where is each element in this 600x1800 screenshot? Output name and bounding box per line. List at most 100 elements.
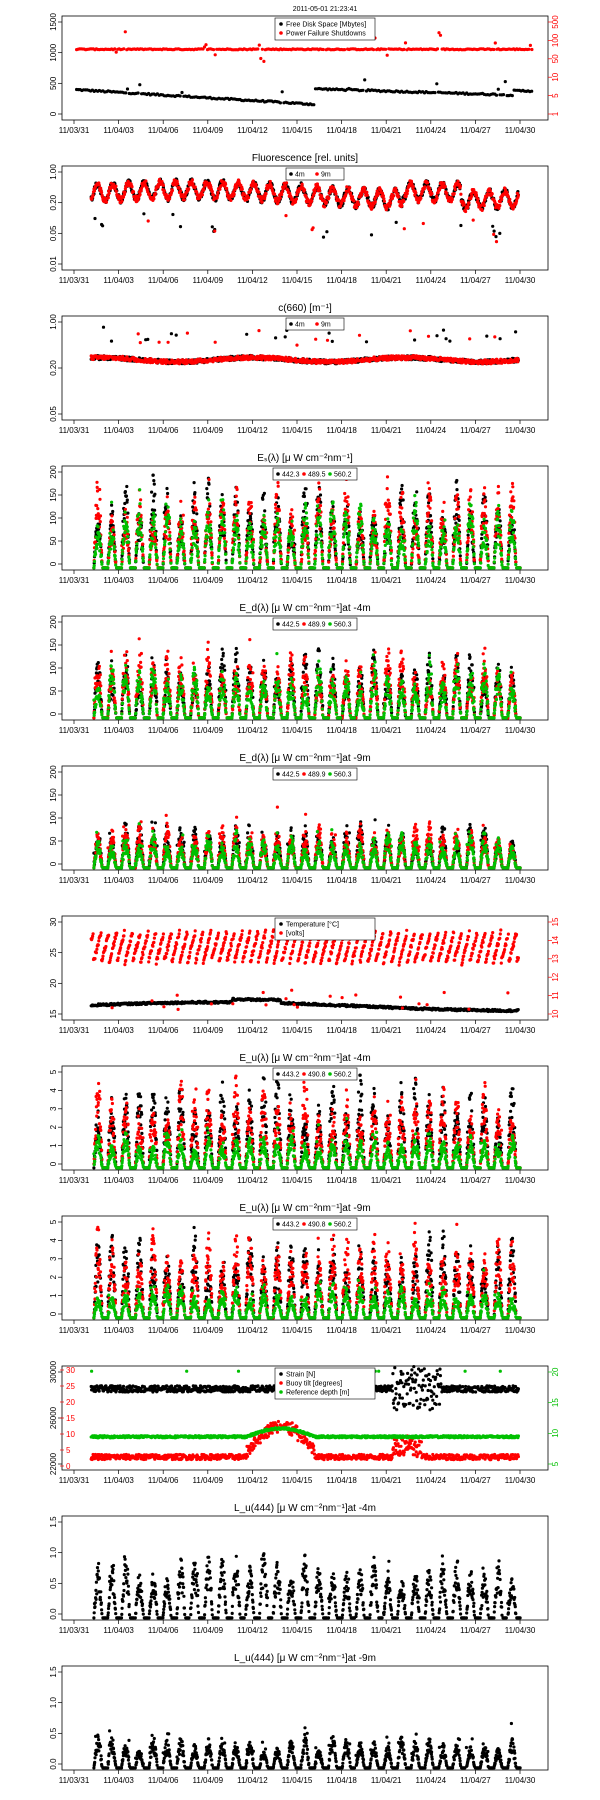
data-point [409,179,413,183]
data-point [136,332,140,336]
data-point [457,518,461,522]
y-tick-label: 500 [49,76,58,90]
legend: 4m 9m [285,317,345,331]
data-point [411,185,415,189]
x-tick-label: 11/03/31 [59,276,90,285]
data-point [500,197,504,201]
data-point [164,507,168,511]
data-point [162,189,166,193]
data-point [153,192,157,196]
x-tick-label: 11/04/27 [460,126,491,135]
data-point [516,360,520,364]
data-point [193,185,197,189]
data-point [157,340,161,344]
data-point [494,240,499,244]
x-tick-label: 11/04/09 [193,576,224,585]
data-point [310,199,314,203]
data-point [304,487,308,491]
data-point [373,200,377,204]
data-point [240,187,244,191]
data-point [130,185,134,189]
data-point [99,186,103,190]
x-tick-label: 11/03/31 [59,426,90,435]
data-point [402,227,406,231]
data-point [311,226,315,230]
data-point [246,196,251,200]
data-point [202,188,206,192]
legend-entry: 4m [295,172,305,179]
data-point [462,203,466,207]
data-point [178,225,183,229]
data-point [213,340,217,344]
data-point [216,190,220,195]
data-point [203,184,207,188]
data-point [182,198,186,202]
y-tick-label: 0.20 [49,194,58,210]
data-point [114,50,118,54]
data-point [404,194,408,198]
data-point [330,189,334,193]
series-2-points [89,329,520,366]
x-tick-label: 11/04/24 [416,276,447,285]
data-point [331,505,335,509]
data-point [208,504,212,508]
data-point [370,206,374,210]
data-point [153,492,157,496]
data-point [165,486,169,491]
data-point [92,189,97,193]
data-point [264,192,268,196]
data-point [284,355,288,359]
data-point [385,53,389,57]
data-point [470,194,474,198]
data-point [435,47,440,51]
data-point [257,43,261,47]
data-point [123,190,127,194]
data-point [169,192,173,196]
data-point [280,190,284,194]
data-point [324,200,328,204]
data-point [349,191,353,195]
data-point [355,206,359,210]
data-point [508,197,512,201]
data-point [359,192,364,197]
data-point [369,233,374,237]
data-point [202,45,207,49]
data-point [494,235,498,239]
y-tick-label: 0.05 [49,225,58,241]
data-point [400,487,404,491]
data-point [342,199,346,203]
data-point [322,205,327,209]
data-point [492,229,496,233]
data-point [456,179,460,183]
x-tick-label: 11/04/21 [371,576,402,585]
x-tick-label: 11/03/31 [59,576,90,585]
chart-title: Eₛ(λ) [μ W cm⁻²nm⁻¹] [257,453,353,464]
data-point [382,199,386,203]
data-point [312,103,316,107]
data-point [283,184,288,188]
data-point [259,56,263,61]
data-point [455,488,459,492]
y-right-tick-label: 50 [551,54,560,63]
data-point [101,224,105,228]
x-tick-label: 11/04/12 [237,126,268,135]
data-point [320,196,324,200]
data-point [426,181,430,185]
data-point [284,214,288,218]
y-right-tick-label: 500 [551,15,560,29]
data-point [480,208,484,212]
data-point [300,182,304,186]
data-point [441,328,446,332]
data-point [382,197,386,201]
data-point [152,197,156,201]
data-point [97,183,101,187]
data-point [426,334,431,338]
data-point [113,47,117,51]
data-point [345,185,349,189]
data-point [250,184,254,188]
data-point [124,91,128,95]
data-point [256,47,260,51]
data-point [93,216,97,221]
data-point [512,205,516,209]
